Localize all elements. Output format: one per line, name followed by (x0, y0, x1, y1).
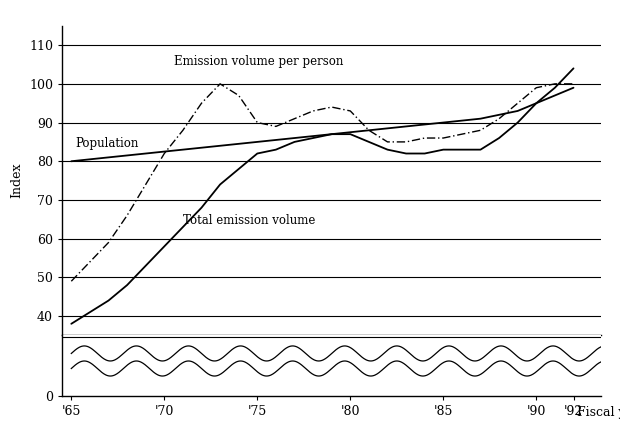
X-axis label: Fiscal year: Fiscal year (577, 406, 620, 419)
Text: Population: Population (75, 137, 138, 150)
Text: Total emission volume: Total emission volume (183, 214, 316, 227)
Text: Emission volume per person: Emission volume per person (174, 55, 343, 68)
Y-axis label: Index: Index (11, 163, 24, 198)
